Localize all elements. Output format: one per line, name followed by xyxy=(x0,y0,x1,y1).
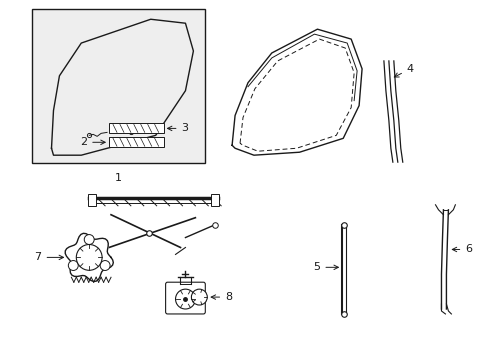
Circle shape xyxy=(76,244,102,270)
Text: 4: 4 xyxy=(393,64,413,77)
Polygon shape xyxy=(65,233,113,282)
Text: 6: 6 xyxy=(451,244,471,255)
Bar xyxy=(211,194,219,206)
Text: 5: 5 xyxy=(313,262,338,272)
Bar xyxy=(109,137,163,147)
FancyBboxPatch shape xyxy=(165,282,205,314)
Circle shape xyxy=(100,261,110,270)
Circle shape xyxy=(68,261,78,270)
Bar xyxy=(32,9,205,163)
Circle shape xyxy=(84,235,94,244)
Bar xyxy=(109,123,163,133)
Text: 3: 3 xyxy=(167,123,188,134)
Circle shape xyxy=(175,289,195,309)
Text: 7: 7 xyxy=(34,252,63,262)
Circle shape xyxy=(191,289,207,305)
Bar xyxy=(88,194,96,206)
Text: 1: 1 xyxy=(115,173,122,183)
Text: 2: 2 xyxy=(80,137,105,147)
Text: 8: 8 xyxy=(211,292,232,302)
